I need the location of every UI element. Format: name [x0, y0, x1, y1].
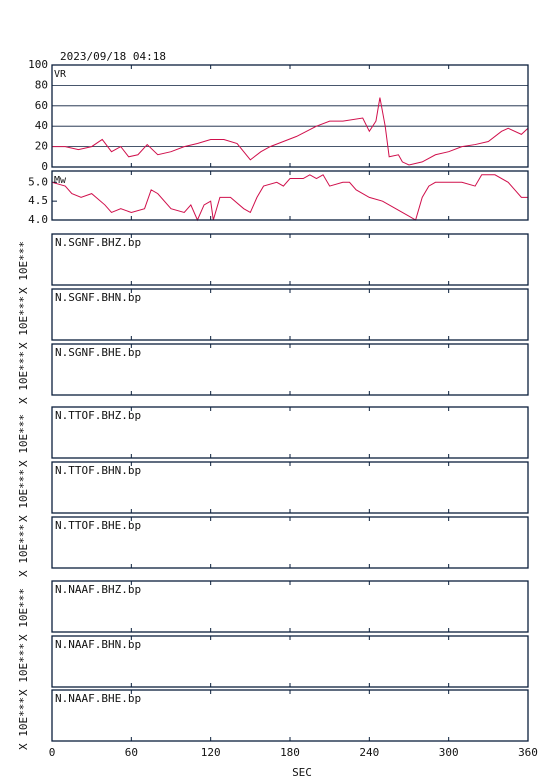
x-tick-label: 360 — [518, 746, 538, 759]
y-tick-label: 5.0 — [28, 175, 48, 188]
panel-frame — [51, 64, 529, 168]
trace-label: N.SGNF.BHN.bp — [55, 291, 141, 304]
amplitude-label: X 10E*** — [17, 697, 30, 750]
trace-label: N.SGNF.BHE.bp — [55, 346, 141, 359]
trace-label: N.NAAF.BHZ.bp — [55, 583, 141, 596]
amplitude-label: X 10E*** — [17, 296, 30, 349]
y-tick-label: 0 — [41, 160, 48, 173]
x-tick-label: 240 — [359, 746, 379, 759]
trace-label: N.NAAF.BHN.bp — [55, 638, 141, 651]
y-tick-label: 4.5 — [28, 194, 48, 207]
x-tick-label: 120 — [201, 746, 221, 759]
x-tick-label: 300 — [439, 746, 459, 759]
amplitude-label: X 10E*** — [17, 414, 30, 467]
amplitude-label: X 10E*** — [17, 351, 30, 404]
amplitude-label: X 10E*** — [17, 643, 30, 696]
panel-label: Mw — [54, 175, 67, 186]
amplitude-label: X 10E*** — [17, 524, 30, 577]
trace-label: N.NAAF.BHE.bp — [55, 692, 141, 705]
x-axis-label: SEC — [292, 766, 312, 779]
y-tick-label: 60 — [35, 99, 48, 112]
y-tick-label: 100 — [28, 58, 48, 71]
trace-label: N.TTOF.BHZ.bp — [55, 409, 141, 422]
x-tick-label: 180 — [280, 746, 300, 759]
timestamp: 2023/09/18 04:18 — [60, 50, 166, 63]
y-tick-label: 80 — [35, 78, 48, 91]
data-line — [51, 174, 528, 222]
y-tick-label: 20 — [35, 140, 48, 153]
y-tick-label: 40 — [35, 119, 48, 132]
amplitude-label: X 10E*** — [17, 241, 30, 294]
y-tick-label: 4.0 — [28, 213, 48, 226]
panel-frame — [51, 170, 529, 221]
trace-label: N.SGNF.BHZ.bp — [55, 236, 141, 249]
trace-label: N.TTOF.BHN.bp — [55, 464, 141, 477]
amplitude-label: X 10E*** — [17, 588, 30, 641]
trace-label: N.TTOF.BHE.bp — [55, 519, 141, 532]
x-tick-label: 0 — [49, 746, 56, 759]
data-line — [52, 97, 529, 166]
x-tick-label: 60 — [125, 746, 138, 759]
amplitude-label: X 10E*** — [17, 469, 30, 522]
panel-label: VR — [54, 69, 67, 80]
